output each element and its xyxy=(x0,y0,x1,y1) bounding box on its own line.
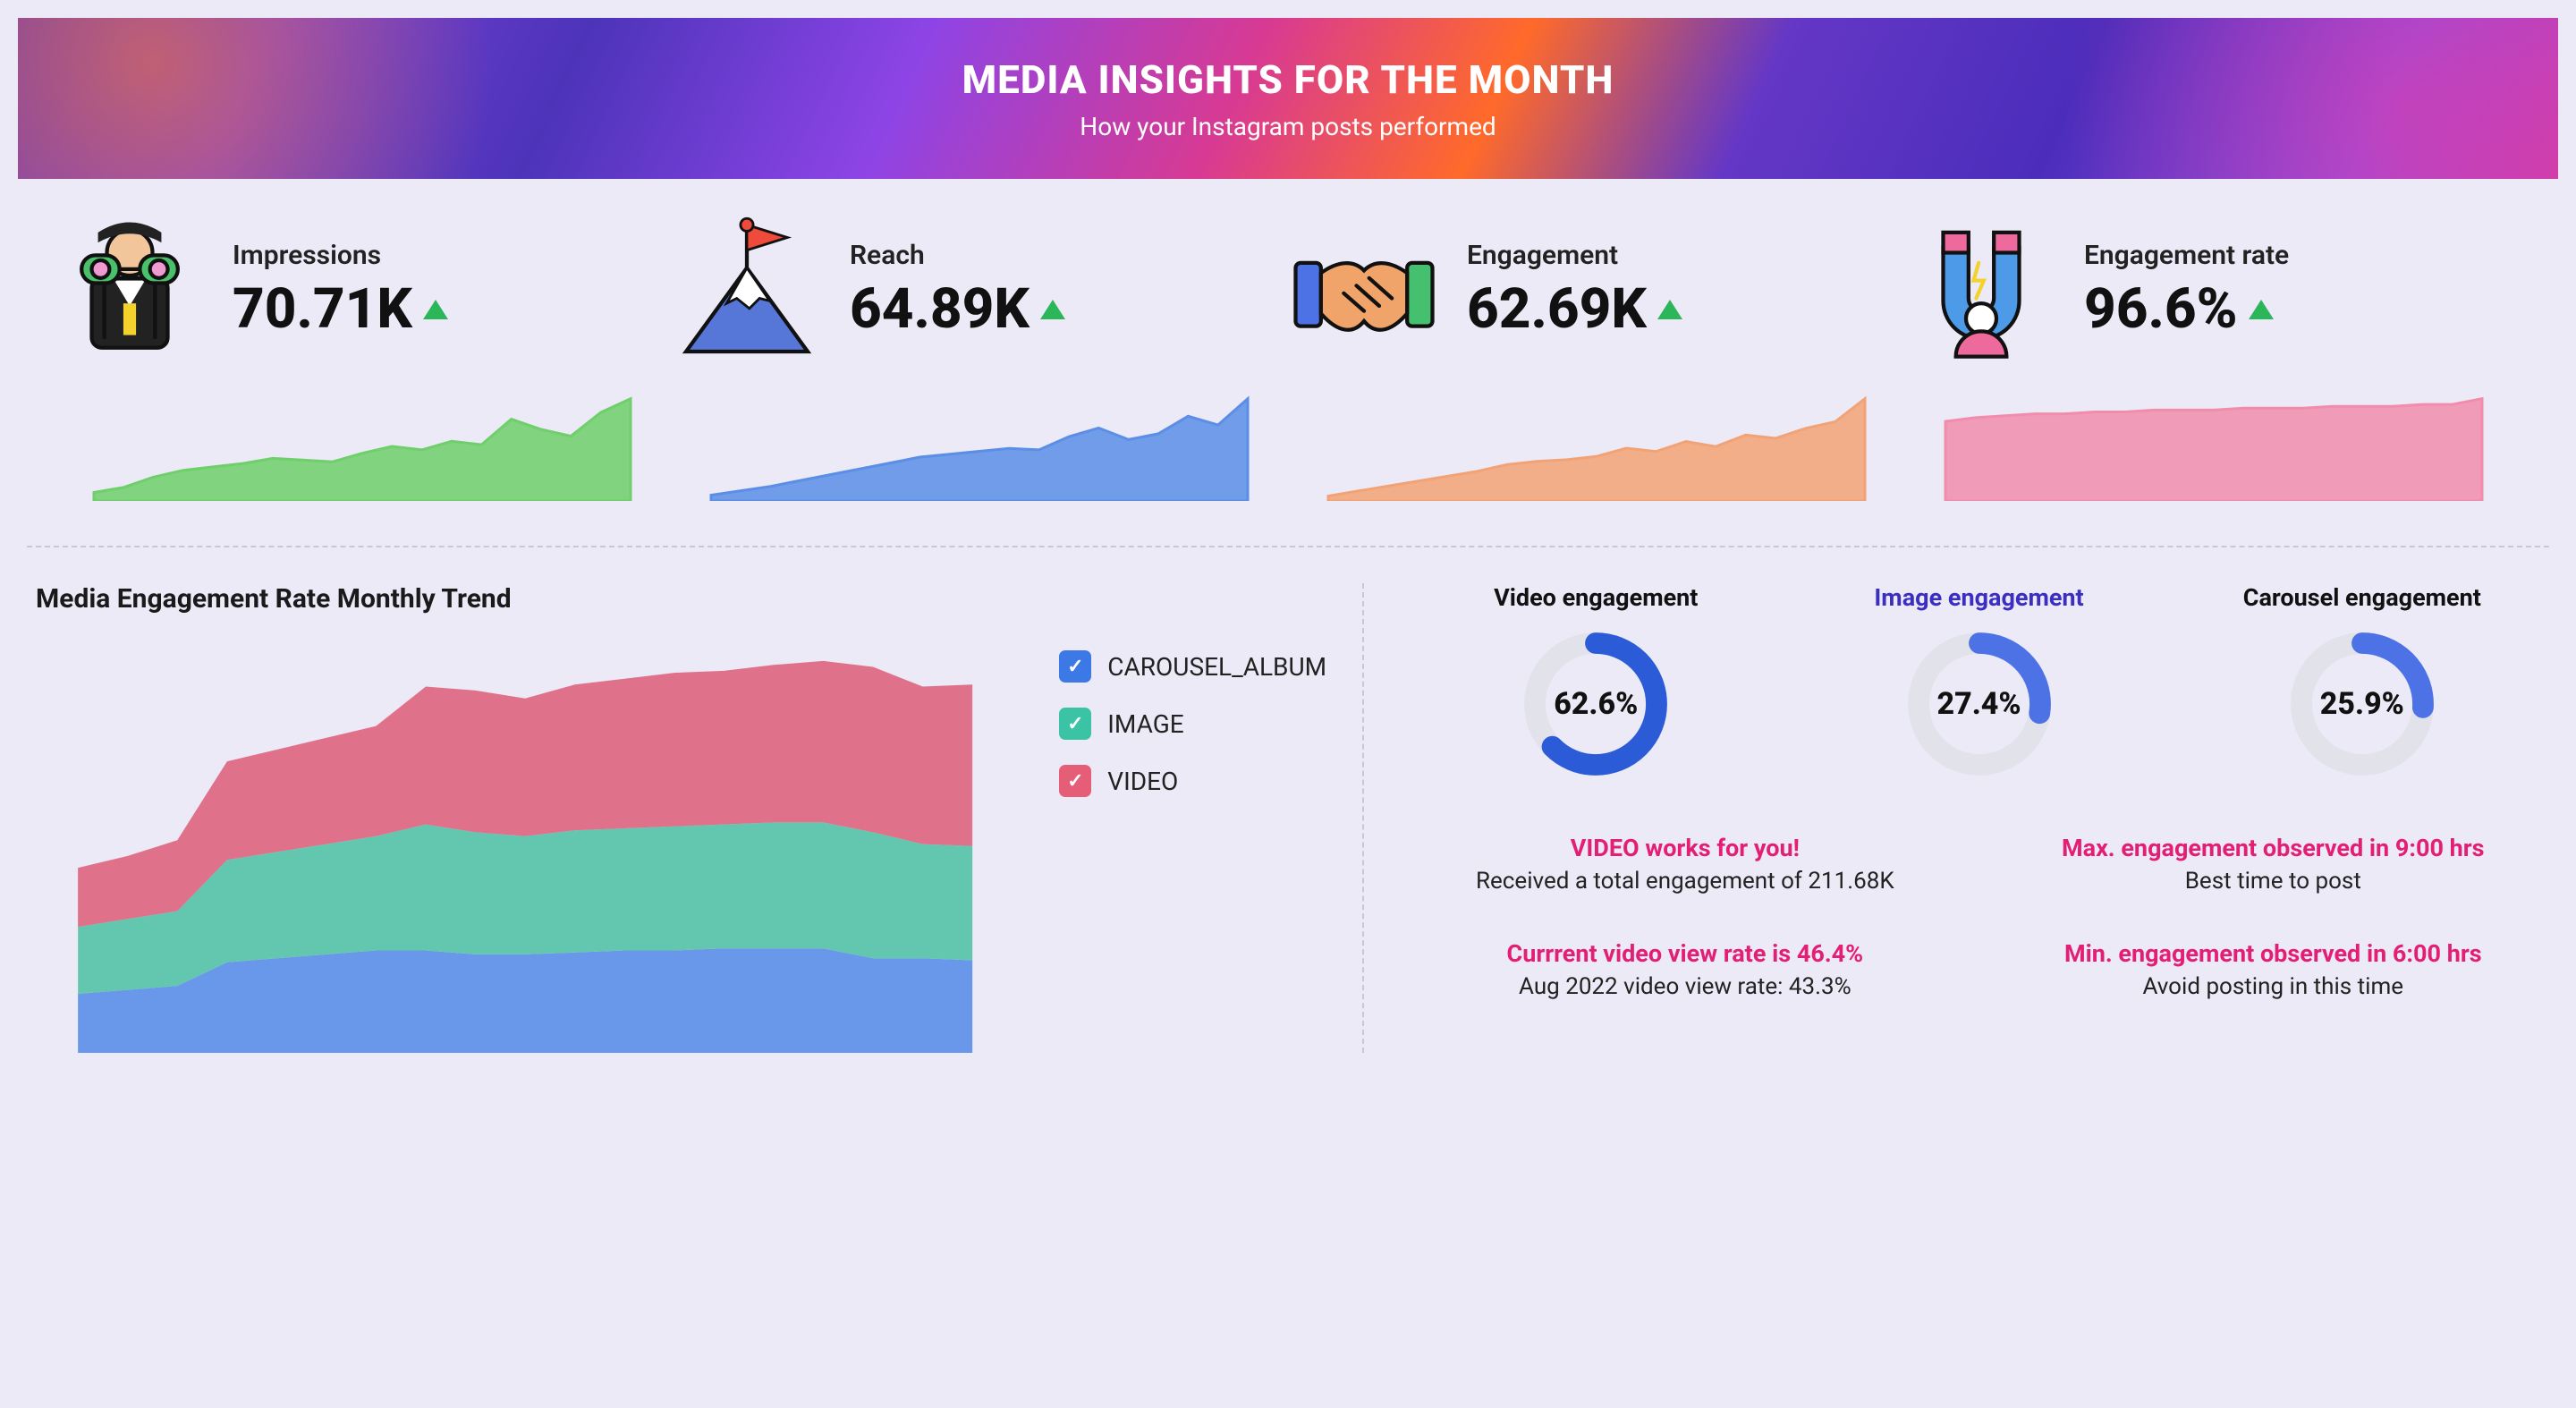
handshake-icon xyxy=(1288,215,1440,367)
kpi-value: 64.89K xyxy=(850,276,1030,342)
gauge-title: Video engagement xyxy=(1418,583,1774,612)
spark-reach xyxy=(671,394,1288,501)
info-headline: Max. engagement observed in 9:00 hrs xyxy=(2006,834,2540,862)
info-subtext: Avoid posting in this time xyxy=(2006,973,2540,1000)
insights-section: Video engagement 62.6% Image engagement … xyxy=(1362,583,2540,1053)
legend-label: VIDEO xyxy=(1107,767,1178,796)
banner-title: MEDIA INSIGHTS FOR THE MONTH xyxy=(962,56,1614,103)
gauge-title: Image engagement xyxy=(1801,583,2157,612)
legend-checkbox-icon: ✓ xyxy=(1059,650,1091,683)
info-block: Max. engagement observed in 9:00 hrs Bes… xyxy=(2006,834,2540,895)
legend-item-image[interactable]: ✓ IMAGE xyxy=(1059,708,1326,740)
info-subtext: Received a total engagement of 211.68K xyxy=(1418,868,1952,895)
kpi-engagement-rate: Engagement rate 96.6% xyxy=(1905,215,2522,367)
spark-engagement-rate xyxy=(1905,394,2522,501)
trend-up-icon xyxy=(423,300,448,319)
legend-label: CAROUSEL_ALBUM xyxy=(1107,652,1326,682)
kpi-value: 62.69K xyxy=(1467,276,1647,342)
info-subtext: Aug 2022 video view rate: 43.3% xyxy=(1418,973,1952,1000)
kpi-reach: Reach 64.89K xyxy=(671,215,1288,367)
info-headline: Currrent video view rate is 46.4% xyxy=(1418,939,1952,968)
trend-up-icon xyxy=(2249,300,2274,319)
legend-item-video[interactable]: ✓ VIDEO xyxy=(1059,765,1326,797)
gauge-carousel: Carousel engagement 25.9% xyxy=(2184,583,2540,780)
gauge-image: Image engagement 27.4% xyxy=(1801,583,2157,780)
legend-label: IMAGE xyxy=(1107,709,1183,739)
trend-section: Media Engagement Rate Monthly Trend ✓ CA… xyxy=(36,583,1362,1053)
trend-legend: ✓ CAROUSEL_ALBUM ✓ IMAGE ✓ VIDEO xyxy=(1059,641,1326,797)
info-headline: Min. engagement observed in 6:00 hrs xyxy=(2006,939,2540,968)
header-banner: MEDIA INSIGHTS FOR THE MONTH How your In… xyxy=(18,18,2558,179)
trend-up-icon xyxy=(1040,300,1065,319)
info-block: Min. engagement observed in 6:00 hrs Avo… xyxy=(2006,939,2540,1000)
sparkline-row xyxy=(0,367,2576,546)
legend-checkbox-icon: ✓ xyxy=(1059,708,1091,740)
spark-engagement xyxy=(1288,394,1905,501)
banner-subtitle: How your Instagram posts performed xyxy=(1080,112,1496,141)
info-block: VIDEO works for you! Received a total en… xyxy=(1418,834,1952,895)
info-grid: VIDEO works for you! Received a total en… xyxy=(1418,834,2540,1000)
gauge-row: Video engagement 62.6% Image engagement … xyxy=(1418,583,2540,780)
gauge-value: 27.4% xyxy=(1903,628,2055,780)
kpi-label: Reach xyxy=(850,240,1065,271)
trend-up-icon xyxy=(1657,300,1682,319)
trend-chart-title: Media Engagement Rate Monthly Trend xyxy=(36,583,1326,615)
kpi-value: 70.71K xyxy=(233,276,412,342)
kpi-value: 96.6% xyxy=(2084,276,2238,342)
kpi-impressions: Impressions 70.71K xyxy=(54,215,671,367)
kpi-row: Impressions 70.71K Reach 64.89K xyxy=(0,179,2576,367)
info-block: Currrent video view rate is 46.4% Aug 20… xyxy=(1418,939,1952,1000)
legend-checkbox-icon: ✓ xyxy=(1059,765,1091,797)
stacked-area-chart xyxy=(36,641,1014,1053)
gauge-title: Carousel engagement xyxy=(2184,583,2540,612)
kpi-engagement: Engagement 62.69K xyxy=(1288,215,1905,367)
mountain-flag-icon xyxy=(671,215,823,367)
info-headline: VIDEO works for you! xyxy=(1418,834,1952,862)
info-subtext: Best time to post xyxy=(2006,868,2540,895)
gauge-video: Video engagement 62.6% xyxy=(1418,583,1774,780)
gauge-value: 25.9% xyxy=(2286,628,2438,780)
kpi-label: Engagement rate xyxy=(2084,240,2289,271)
binoculars-person-icon xyxy=(54,215,206,367)
legend-item-carousel[interactable]: ✓ CAROUSEL_ALBUM xyxy=(1059,650,1326,683)
gauge-value: 62.6% xyxy=(1520,628,1672,780)
magnet-user-icon xyxy=(1905,215,2057,367)
kpi-label: Impressions xyxy=(233,240,448,271)
spark-impressions xyxy=(54,394,671,501)
kpi-label: Engagement xyxy=(1467,240,1682,271)
